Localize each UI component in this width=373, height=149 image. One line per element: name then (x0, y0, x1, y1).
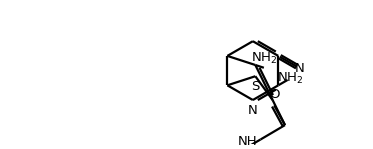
Text: S: S (251, 80, 260, 93)
Text: N: N (295, 62, 305, 75)
Text: NH$_2$: NH$_2$ (277, 71, 303, 86)
Text: NH$_2$: NH$_2$ (251, 51, 277, 66)
Text: O: O (269, 88, 279, 101)
Text: NH: NH (238, 135, 257, 148)
Text: N: N (248, 104, 258, 117)
